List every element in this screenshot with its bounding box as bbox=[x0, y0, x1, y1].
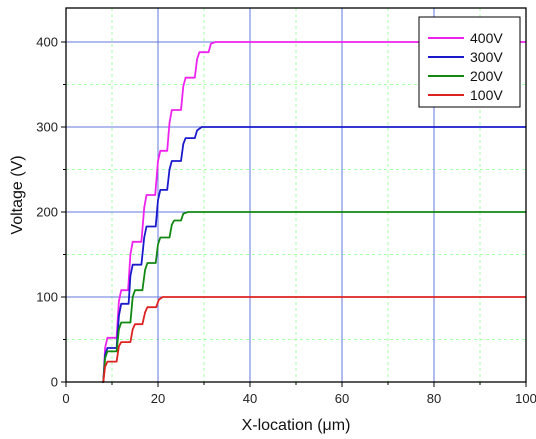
x-tick-label: 80 bbox=[427, 391, 441, 406]
x-tick-labels: 0 20 40 60 80 100 bbox=[62, 391, 536, 406]
x-tick-label: 100 bbox=[515, 391, 536, 406]
legend-label-100V: 100V bbox=[470, 87, 503, 103]
axis-ticks bbox=[61, 41, 527, 387]
x-tick-label: 40 bbox=[243, 391, 257, 406]
x-tick-label: 0 bbox=[62, 391, 69, 406]
series-line-100V bbox=[102, 296, 526, 383]
series-line-400V bbox=[102, 41, 526, 383]
y-axis-label: Voltage (V) bbox=[9, 155, 26, 234]
legend-label-200V: 200V bbox=[470, 68, 503, 84]
x-tick-label: 60 bbox=[335, 391, 349, 406]
series-line-200V bbox=[102, 211, 526, 383]
x-tick-label: 20 bbox=[151, 391, 165, 406]
series-lines bbox=[102, 41, 526, 383]
y-tick-label: 100 bbox=[36, 290, 58, 305]
y-tick-labels: 0 100 200 300 400 bbox=[36, 35, 58, 390]
x-axis-label: X-location (μm) bbox=[242, 417, 351, 434]
legend-label-300V: 300V bbox=[470, 49, 503, 65]
y-tick-label: 0 bbox=[51, 375, 58, 390]
legend: 400V 300V 200V 100V bbox=[418, 16, 521, 108]
y-tick-label: 200 bbox=[36, 205, 58, 220]
y-tick-label: 400 bbox=[36, 35, 58, 50]
legend-label-400V: 400V bbox=[470, 30, 503, 46]
minor-grid bbox=[66, 8, 526, 382]
y-tick-label: 300 bbox=[36, 120, 58, 135]
legend-box bbox=[418, 16, 521, 108]
